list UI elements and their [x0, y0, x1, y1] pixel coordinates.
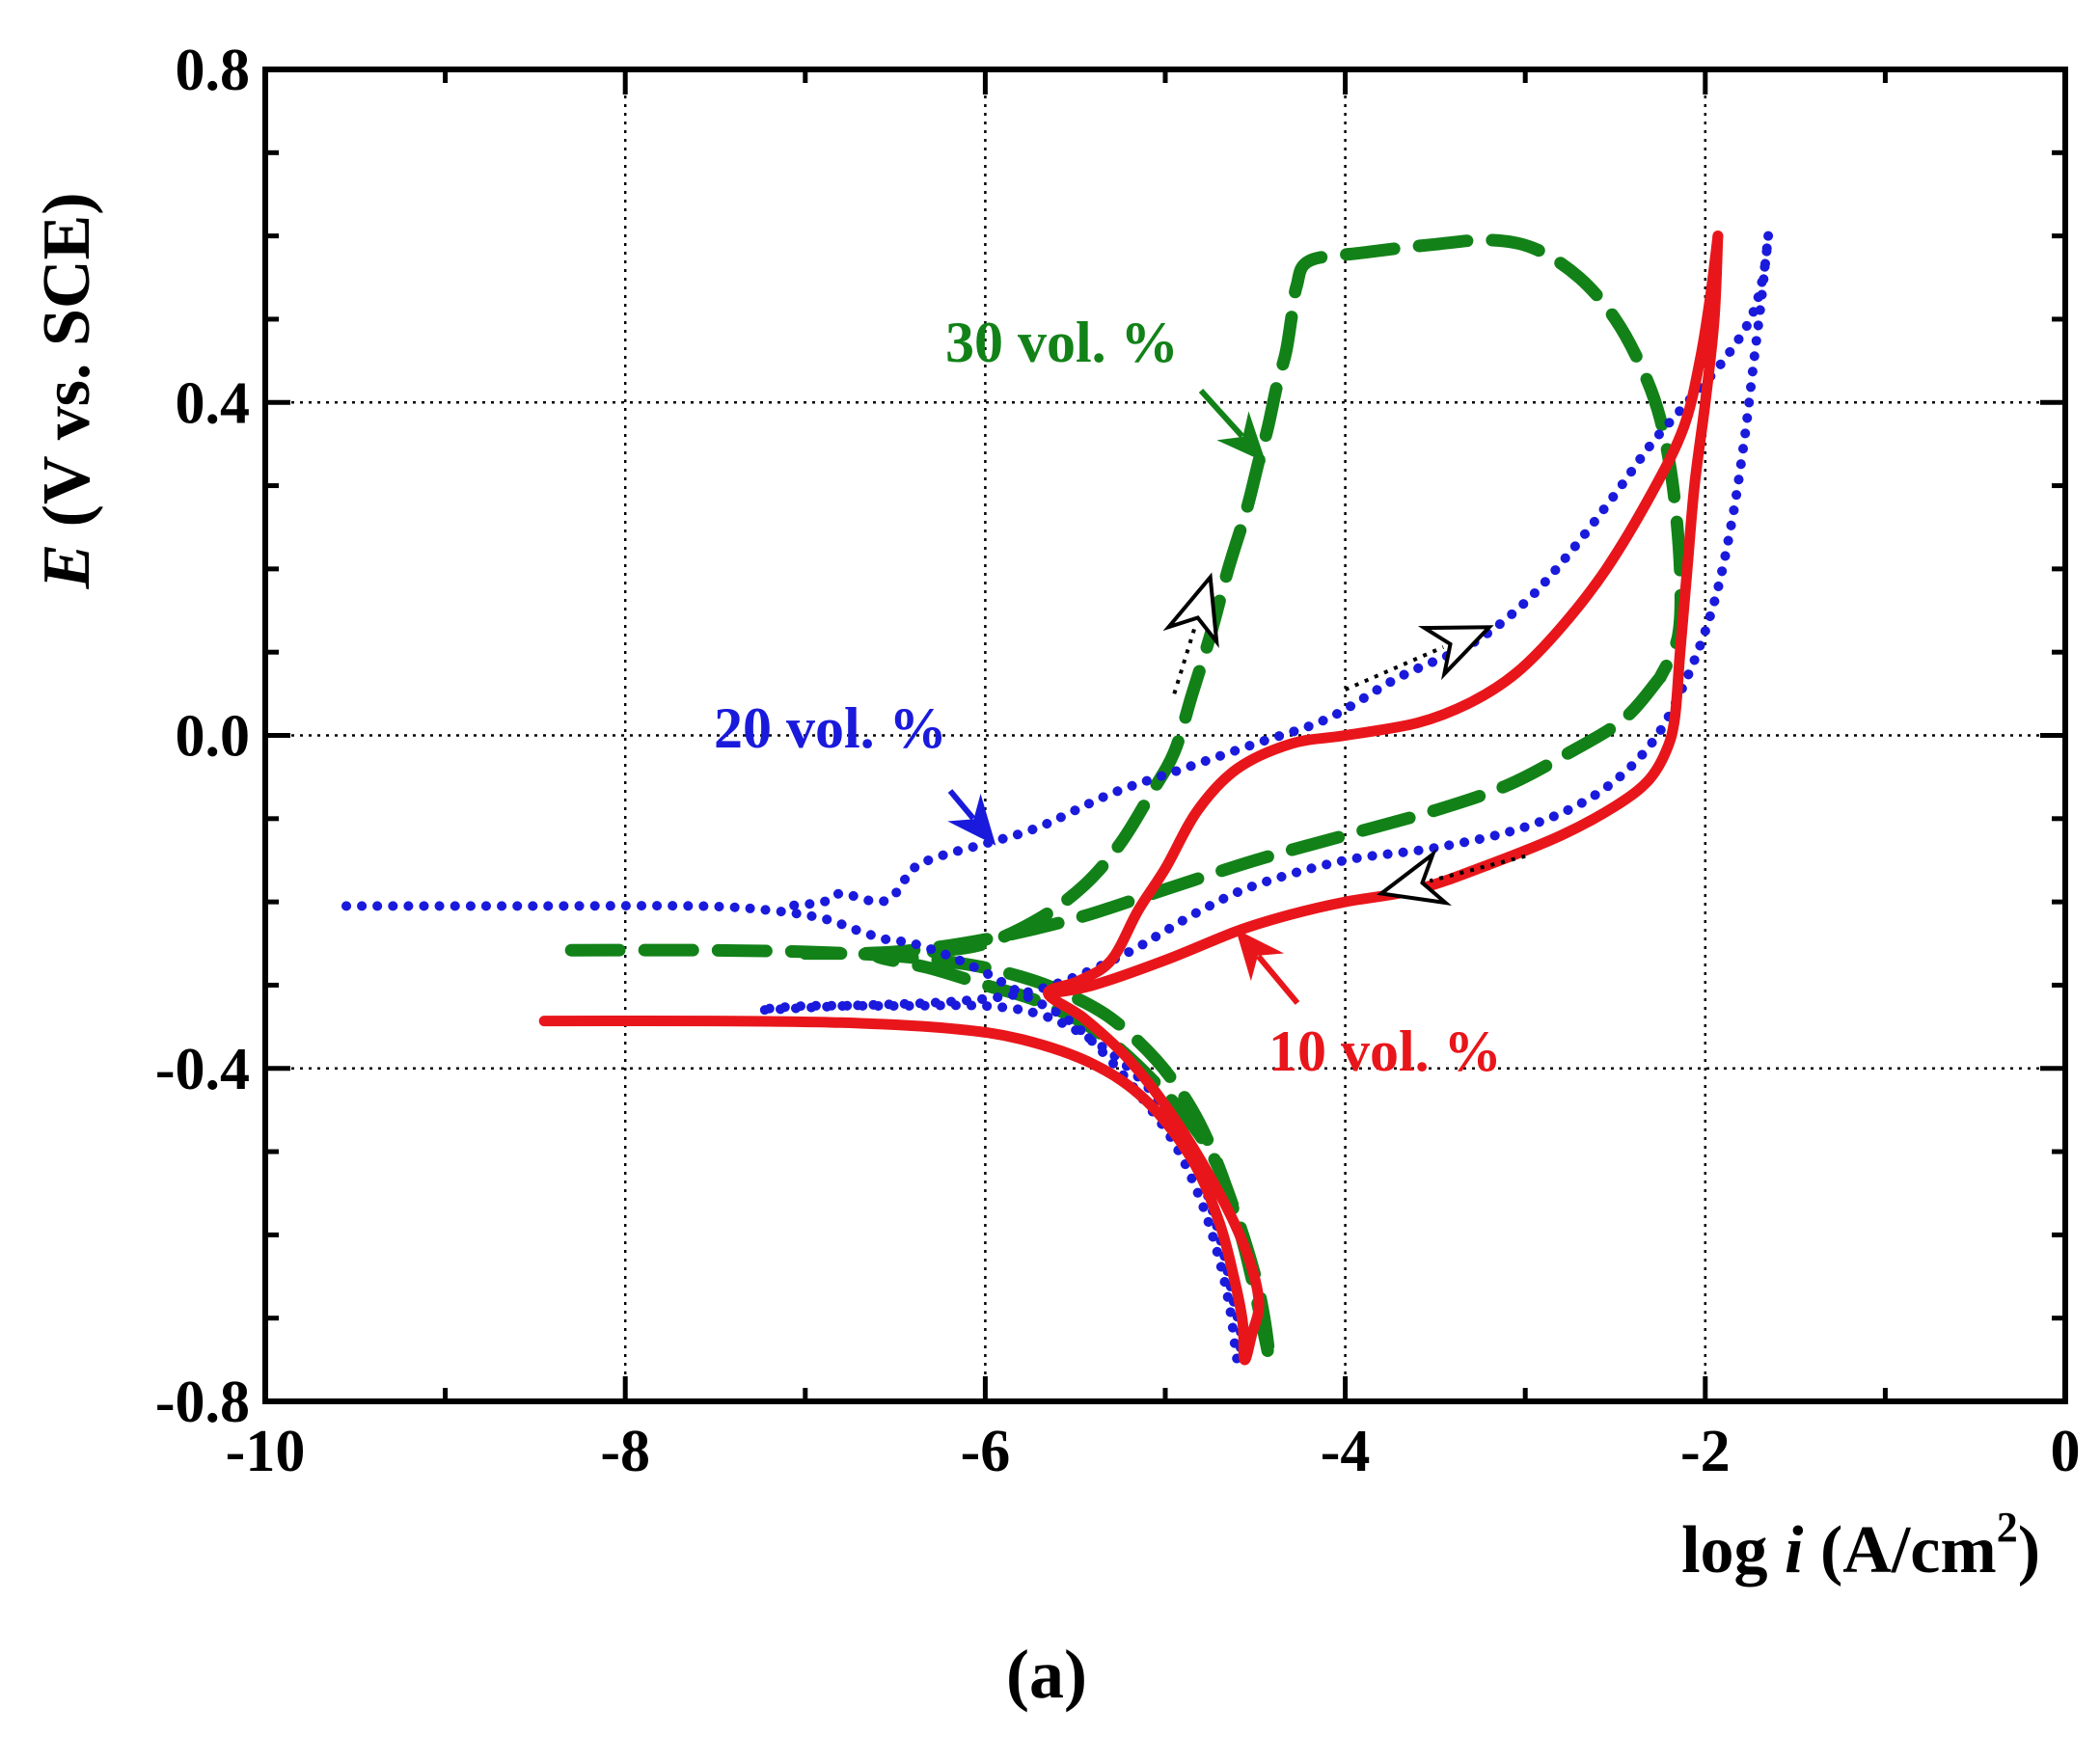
y-tick-label: 0.8: [176, 38, 251, 103]
annotation-pointer: [1256, 954, 1300, 1005]
annotation-label: 30 vol. %: [945, 311, 1179, 374]
x-axis-title-exponent: 2: [1997, 1504, 2018, 1551]
x-axis-title-unit: (A/cm: [1803, 1513, 1996, 1588]
figure-caption: (a): [1006, 1636, 1087, 1713]
scan-arrow-1: [1162, 572, 1219, 694]
scan-arrow-head: [1376, 848, 1453, 906]
series-20-vol-forward-scan: [341, 231, 1774, 1366]
scan-arrow-shaft: [1172, 624, 1198, 694]
annotation-label: 10 vol. %: [1268, 1019, 1502, 1083]
annotation-pointer: [947, 789, 976, 821]
data-series: [341, 231, 1774, 1368]
x-axis-title-symbol: i: [1785, 1513, 1804, 1588]
y-tick-labels: -0.8 -0.4 0.0 0.4 0.8: [155, 38, 250, 1435]
x-tick-label: -10: [226, 1419, 306, 1484]
scan-arrow-2: [1344, 625, 1494, 692]
plot-frame: [262, 67, 2068, 1404]
scan-arrow-head: [1417, 625, 1494, 681]
x-axis-title: log i (A/cm2): [1681, 1504, 2040, 1588]
annotation-30-vol: 30 vol. %: [945, 311, 1267, 463]
scan-direction-arrows: [1162, 572, 1526, 906]
series-annotations: 30 vol. % 20 vol. % 10 vol. %: [714, 311, 1502, 1083]
scan-arrow-shaft: [1344, 645, 1444, 692]
x-tick-label: -6: [961, 1419, 1011, 1484]
x-tick-label: 0: [2051, 1419, 2081, 1484]
series-30-vol-reverse-scan: [799, 670, 1667, 961]
annotation-pointer-head: [947, 793, 996, 846]
annotation-10-vol: 10 vol. %: [1235, 929, 1502, 1083]
y-tick-label: 0.4: [176, 370, 251, 436]
annotation-20-vol: 20 vol. %: [714, 696, 996, 846]
y-tick-label: 0.0: [176, 704, 251, 770]
y-axis-title: E (V vs. SCE): [30, 192, 104, 589]
annotation-pointer-head: [1235, 929, 1285, 982]
x-tick-label: -4: [1321, 1419, 1371, 1484]
y-axis-title-unit: (V vs. SCE): [30, 192, 104, 543]
annotation-label: 20 vol. %: [714, 696, 947, 760]
y-axis-title-symbol: E: [30, 544, 104, 590]
x-tick-label: -8: [600, 1419, 650, 1484]
annotation-pointer: [1198, 388, 1245, 439]
x-tick-labels: -10 -8 -6 -4 -2 0: [226, 1419, 2081, 1484]
series-10-vol-forward-scan: [538, 231, 1724, 1366]
x-axis-title-prefix: log: [1681, 1513, 1785, 1588]
annotation-pointer-head: [1216, 411, 1267, 463]
scan-arrow-head: [1162, 572, 1219, 649]
y-tick-label: -0.4: [155, 1037, 250, 1102]
scan-arrow-3: [1376, 848, 1526, 906]
x-tick-label: -2: [1680, 1419, 1731, 1484]
y-tick-label: -0.8: [155, 1370, 250, 1435]
x-axis-title-close: ): [2018, 1513, 2040, 1588]
